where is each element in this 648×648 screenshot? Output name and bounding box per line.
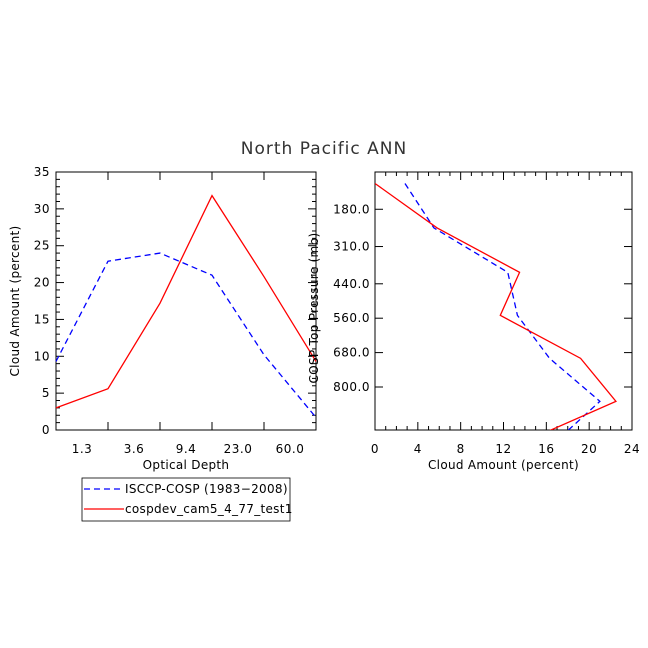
y-tick-label: 0 xyxy=(42,423,50,437)
plot-frame xyxy=(55,171,317,431)
y-tick-label: 680.0 xyxy=(333,346,370,360)
y-tick-label: 560.0 xyxy=(333,311,370,325)
y-axis-title: COSP Top Pressure (mb) xyxy=(307,233,321,384)
y-tick-label: 35 xyxy=(34,165,50,179)
right-panel: 0 4 8 12 16 20 24 180.0 310.0 440.0 560.0 680.0 800.… xyxy=(307,171,640,472)
y-tick-label: 5 xyxy=(42,386,50,400)
left-panel: 0 5 10 15 20 25 30 35 1.3 3.6 9.4 23.0 60.0 Optical D… xyxy=(8,165,317,472)
y-tick-label: 800.0 xyxy=(333,380,370,394)
x-tick-label: 16 xyxy=(538,442,554,456)
x-tick-label: 12 xyxy=(495,442,511,456)
x-tick-label: 0 xyxy=(371,442,379,456)
x-axis-title: Optical Depth xyxy=(143,458,230,472)
x-tick-label: 1.3 xyxy=(72,442,93,456)
y-tick-label: 180.0 xyxy=(333,202,370,216)
legend: ISCCP-COSP (1983−2008) cospdev_cam5_4_77… xyxy=(81,477,293,522)
series-line-model xyxy=(375,182,617,430)
legend-label-isccp: ISCCP-COSP (1983−2008) xyxy=(125,482,288,496)
y-tick-label: 15 xyxy=(34,312,50,326)
x-tick-label: 24 xyxy=(624,442,640,456)
y-tick-label: 25 xyxy=(34,239,50,253)
y-tick-label: 440.0 xyxy=(333,277,370,291)
y-axis-title: Cloud Amount (percent) xyxy=(8,226,22,377)
y-tick-label: 10 xyxy=(34,349,50,363)
series-line-isccp xyxy=(55,252,317,418)
x-tick-label: 8 xyxy=(457,442,465,456)
x-tick-label: 3.6 xyxy=(124,442,145,456)
x-tick-label: 9.4 xyxy=(176,442,197,456)
y-tick-label: 30 xyxy=(34,202,50,216)
series-line-isccp xyxy=(404,183,601,430)
x-tick-label: 4 xyxy=(414,442,422,456)
y-tick-label: 310.0 xyxy=(333,240,370,254)
y-tick-label: 20 xyxy=(34,276,50,290)
legend-box xyxy=(81,477,291,522)
legend-label-model: cospdev_cam5_4_77_test1 xyxy=(125,502,293,516)
x-tick-label: 23.0 xyxy=(224,442,253,456)
chart-title: North Pacific ANN xyxy=(241,139,407,159)
x-tick-label: 60.0 xyxy=(276,442,305,456)
x-tick-label: 20 xyxy=(581,442,597,456)
x-axis-title: Cloud Amount (percent) xyxy=(428,458,579,472)
series-line-model xyxy=(55,194,317,409)
